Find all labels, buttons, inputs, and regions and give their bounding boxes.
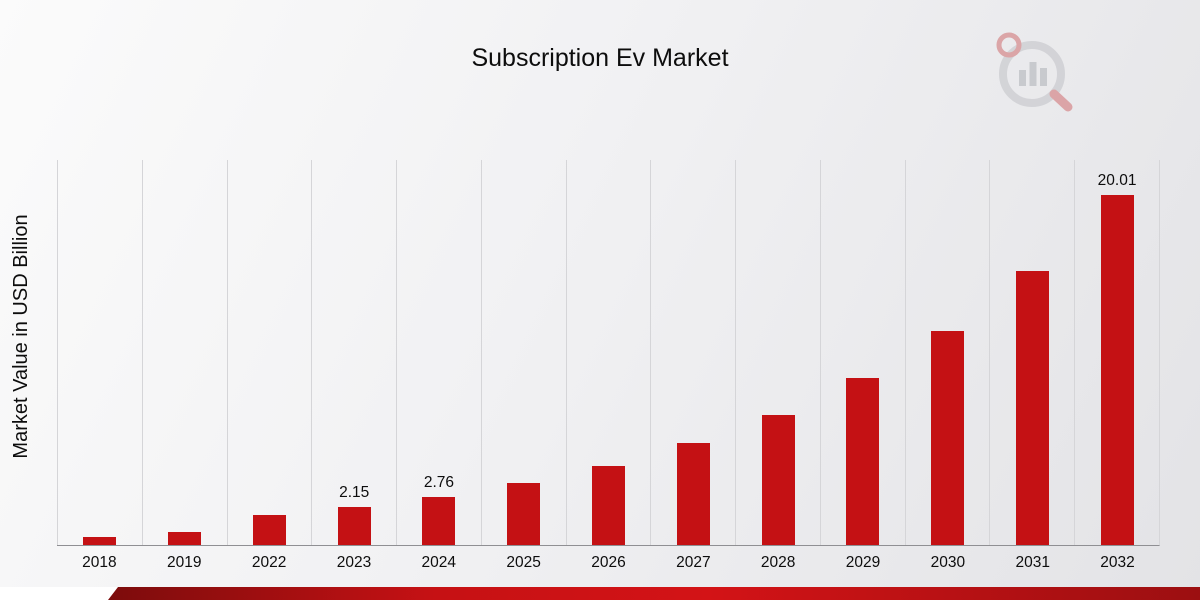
x-tick-label: 2032: [1100, 554, 1135, 571]
bar-2018: [83, 537, 117, 545]
x-tick-label: 2022: [251, 554, 287, 571]
y-axis-label: Market Value in USD Billion: [10, 214, 32, 459]
bar-2019: [168, 531, 202, 545]
x-tick-label: 2023: [336, 554, 372, 571]
x-tick-label: 2031: [1015, 554, 1050, 571]
x-tick-label: 2027: [676, 554, 711, 571]
x-tick-label: 2018: [82, 554, 117, 571]
bar-cell: [735, 160, 820, 545]
bar-value-label: 2.76: [423, 473, 455, 491]
x-axis: 2018 2019 2022 2023 2024 2025 2026 2027 2028 2029…: [57, 554, 1160, 572]
bottom-accent-bar: [108, 587, 1200, 600]
bar-2030: [931, 331, 965, 545]
bar-2027: [676, 443, 710, 545]
bar-2022: [252, 515, 286, 545]
bar-cell: [989, 160, 1074, 545]
x-tick-label: 2028: [760, 554, 796, 571]
bar-cell: [904, 160, 990, 545]
x-tick-label: 2029: [845, 554, 881, 571]
bar-2026: [591, 465, 625, 545]
x-tick-label: 2026: [591, 554, 626, 571]
bar-2032: 20.01: [1098, 172, 1136, 545]
bar-value-label: 20.01: [1097, 171, 1137, 189]
bar-cell: 2.15: [311, 160, 396, 545]
bar-cell: [141, 160, 227, 545]
bar-cell: [480, 160, 566, 545]
bar-cell: [226, 160, 312, 545]
plot-area: 2.15 2.76 20.01: [57, 160, 1160, 546]
x-tick-label: 2019: [167, 554, 202, 571]
bar-cell: [57, 160, 142, 545]
bar-cell: 20.01: [1074, 160, 1159, 545]
bar-cell: [565, 160, 651, 545]
x-tick-label: 2030: [930, 554, 966, 571]
bar-2024: 2.76: [422, 474, 456, 545]
bar-cell: 2.76: [396, 160, 481, 545]
bar-2031: [1015, 271, 1049, 545]
x-tick-label: 2025: [506, 554, 541, 571]
bar-2028: [761, 414, 795, 545]
chart-title: Subscription Ev Market: [471, 44, 729, 72]
analytics-logo-icon: [996, 32, 1073, 112]
bar-value-label: 2.15: [339, 484, 370, 502]
bar-cell: [650, 160, 735, 545]
bar-2029: [846, 378, 880, 545]
bar-2025: [507, 483, 541, 545]
bar-2023: 2.15: [337, 484, 371, 545]
x-tick-label: 2024: [421, 554, 457, 571]
bar-cell: [819, 160, 905, 545]
